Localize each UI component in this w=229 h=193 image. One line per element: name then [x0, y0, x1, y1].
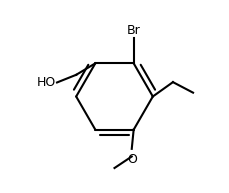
Text: O: O — [127, 153, 137, 166]
Text: Br: Br — [127, 25, 141, 37]
Text: HO: HO — [37, 76, 56, 89]
